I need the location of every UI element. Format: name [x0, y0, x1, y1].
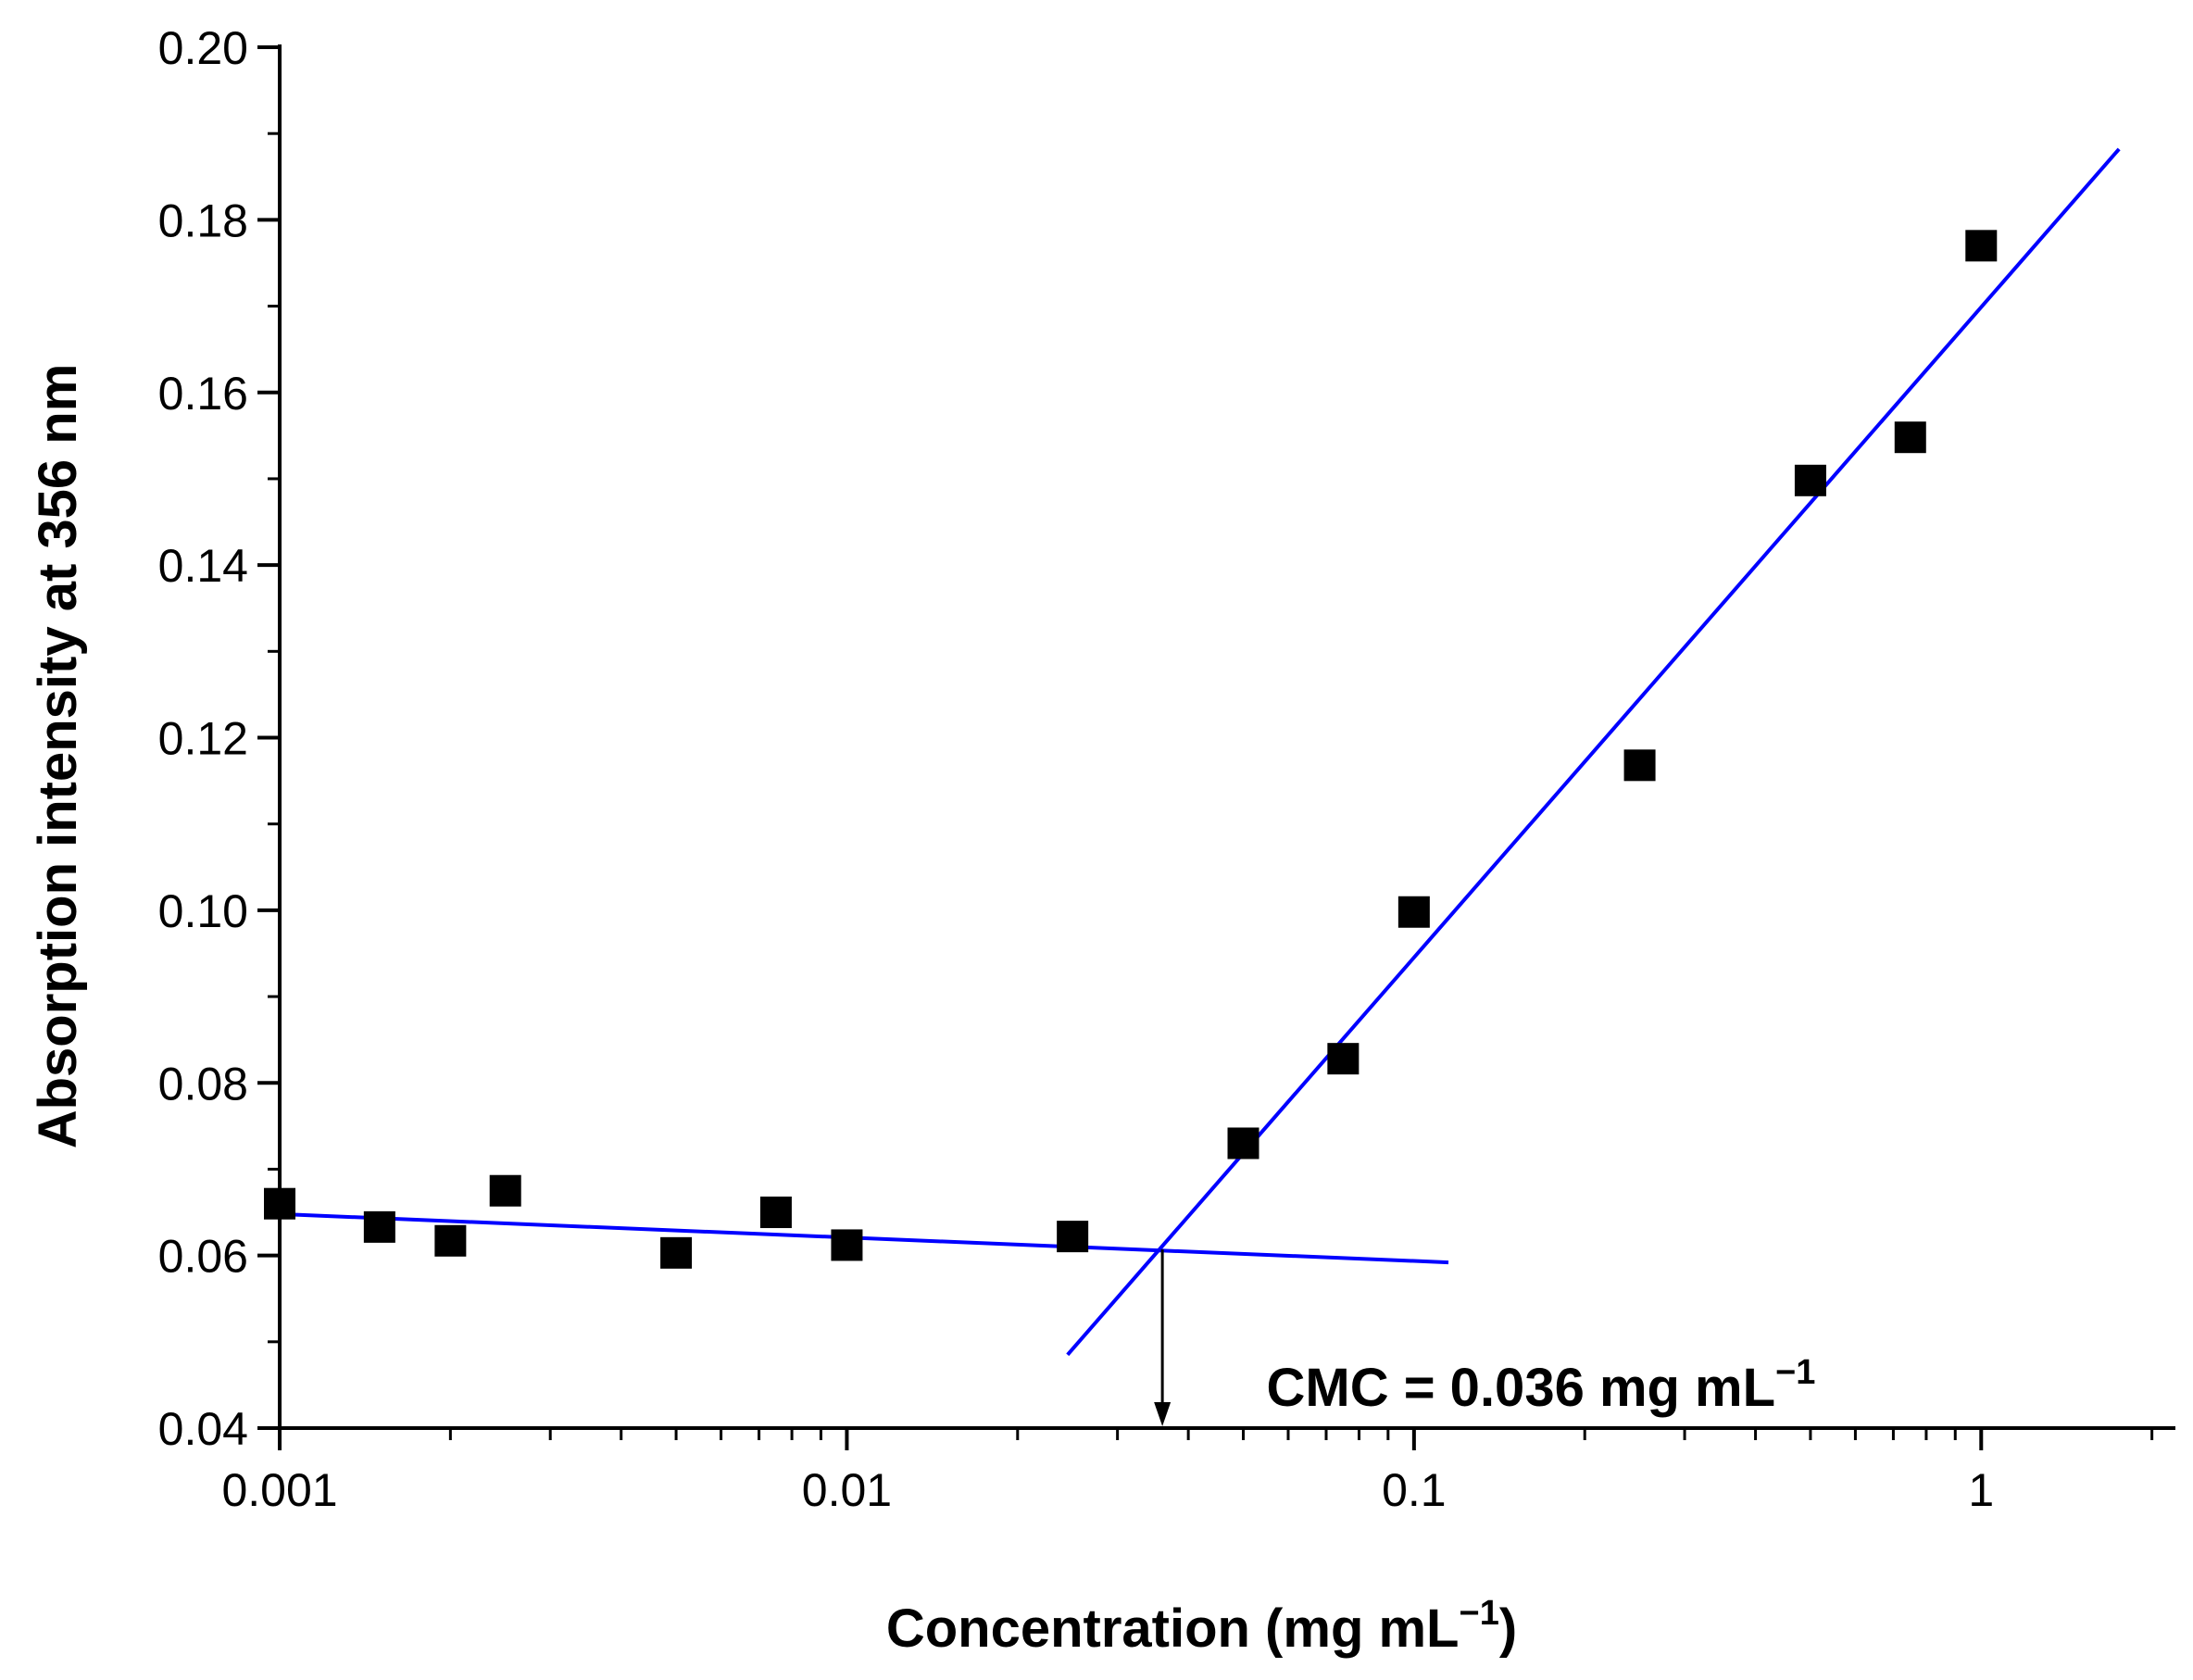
- fit-line: [1066, 147, 2121, 1357]
- y-tick-label: 0.20: [158, 22, 248, 74]
- y-tick-label: 0.08: [158, 1058, 248, 1110]
- axes: [257, 44, 2175, 1450]
- fit-line: [279, 1211, 1449, 1265]
- x-tick-label: 0.1: [1382, 1464, 1447, 1516]
- data-point: [660, 1236, 693, 1269]
- data-point: [1794, 464, 1826, 496]
- data-point: [759, 1197, 792, 1229]
- data-point: [1327, 1043, 1360, 1075]
- labels: 0.04 0.06 0.08 0.10 0.12 0.14 0.16 0.18 0.20 0.00…: [28, 22, 1994, 1659]
- y-axis-title: Absorption intensity at 356 nm: [28, 364, 88, 1149]
- x-axis-title: Concentration (mg mL−1): [886, 1594, 1517, 1659]
- y-tick-label: 0.14: [158, 540, 248, 592]
- y-tick-label: 0.04: [158, 1403, 248, 1455]
- data-point: [489, 1174, 521, 1207]
- y-tick-label: 0.10: [158, 885, 248, 937]
- data-point: [1965, 230, 1998, 262]
- y-tick-label: 0.12: [158, 713, 248, 765]
- x-tick-label: 1: [1968, 1464, 1994, 1516]
- data-point: [1397, 896, 1430, 928]
- x-tick-label: 0.001: [221, 1464, 337, 1516]
- data-point: [363, 1210, 395, 1243]
- data-point: [1057, 1221, 1089, 1253]
- y-tick-label: 0.18: [158, 194, 248, 246]
- data-point: [1227, 1127, 1259, 1160]
- fit-lines: [279, 147, 2121, 1357]
- cmc-marker: [1154, 1249, 1172, 1426]
- y-tick-label: 0.06: [158, 1231, 248, 1283]
- data-point: [831, 1229, 863, 1261]
- data-point: [434, 1224, 467, 1257]
- data-point: [1894, 421, 1926, 454]
- data-points: [264, 230, 1998, 1269]
- y-tick-label: 0.16: [158, 368, 248, 420]
- data-point: [1623, 749, 1656, 782]
- cmc-annotation: CMC = 0.036 mg mL−1: [1267, 1353, 1816, 1418]
- cmc-arrow-head: [1154, 1402, 1172, 1426]
- x-tick-label: 0.01: [802, 1464, 892, 1516]
